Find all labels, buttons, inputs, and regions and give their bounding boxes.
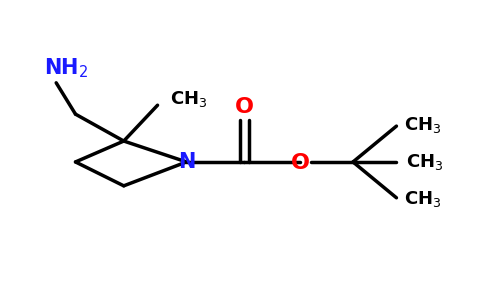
Text: CH$_3$: CH$_3$ — [406, 152, 443, 172]
Text: N: N — [178, 152, 195, 172]
Text: O: O — [235, 97, 254, 117]
Text: NH$_2$: NH$_2$ — [44, 56, 89, 80]
Text: CH$_3$: CH$_3$ — [404, 189, 442, 209]
Text: CH$_3$: CH$_3$ — [170, 89, 208, 109]
Text: CH$_3$: CH$_3$ — [404, 115, 442, 135]
Text: O: O — [290, 153, 309, 173]
